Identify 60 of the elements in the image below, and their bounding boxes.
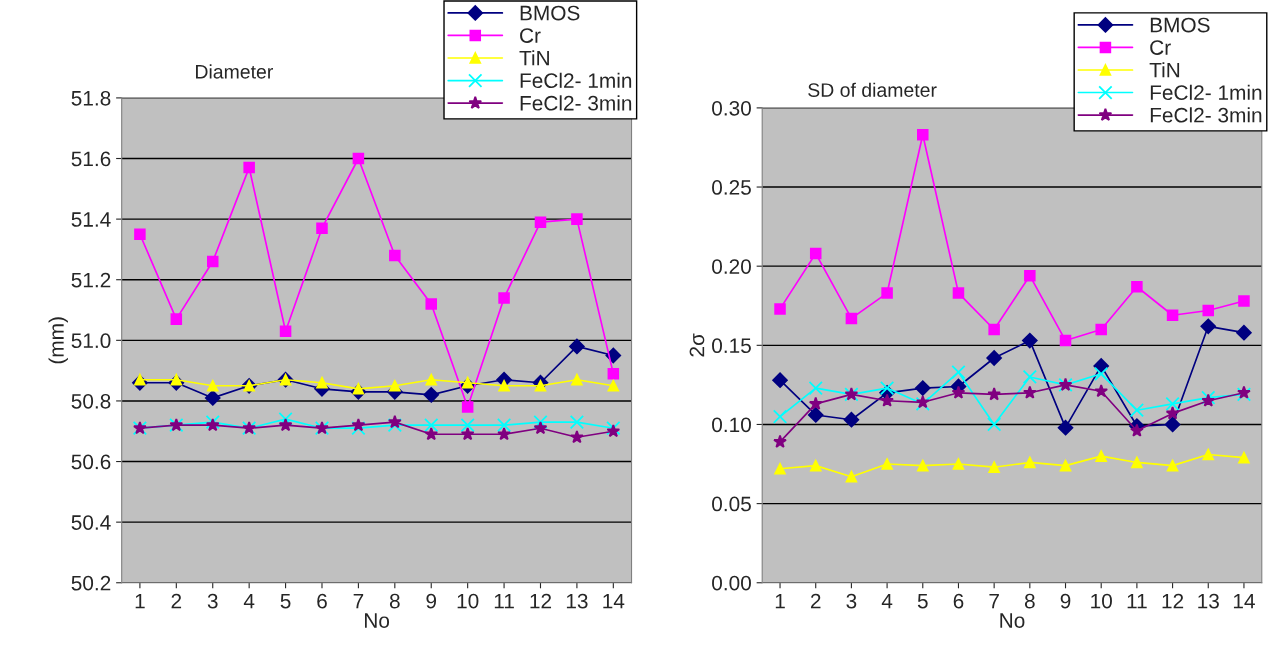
x-tick-label: 2 xyxy=(810,593,821,609)
legend-label: FeCl2- 1min xyxy=(1150,84,1262,101)
y-tick-label: 51.8 xyxy=(71,90,111,106)
x-tick-label: 11 xyxy=(494,593,514,609)
legend-label: FeCl2- 1min xyxy=(520,72,632,89)
x-tick-label: 6 xyxy=(953,593,964,609)
y-axis-title: 2σ xyxy=(689,333,705,357)
x-tick-label: 14 xyxy=(603,593,625,609)
legend-label: BMOS xyxy=(520,5,580,21)
x-tick-label: 1 xyxy=(135,593,145,609)
x-tick-label: 4 xyxy=(243,593,255,609)
y-tick-label: 51.4 xyxy=(71,212,111,227)
legend-label: TiN xyxy=(1149,62,1180,78)
chart-title: SD of diameter xyxy=(808,82,937,97)
y-axis-title: (mm) xyxy=(48,317,68,364)
x-tick-label: 4 xyxy=(881,593,893,609)
x-tick-label: 12 xyxy=(530,593,552,609)
x-axis-title: No xyxy=(1000,613,1025,628)
y-tick-label: 51.2 xyxy=(71,272,111,288)
x-tick-label: 13 xyxy=(1198,593,1219,609)
y-tick-label: 0.15 xyxy=(712,338,751,354)
x-tick-label: 1 xyxy=(775,593,785,609)
legend-label: FeCl2- 3min xyxy=(1150,107,1262,123)
x-tick-label: 9 xyxy=(1060,593,1071,609)
y-tick-label: 0.20 xyxy=(712,259,751,274)
y-tick-label: 0.10 xyxy=(712,417,751,433)
x-tick-label: 9 xyxy=(426,593,437,609)
y-tick-label: 0.25 xyxy=(712,180,751,195)
x-tick-label: 5 xyxy=(280,593,291,609)
x-tick-label: 14 xyxy=(1233,593,1255,609)
legend-label: TiN xyxy=(519,50,549,66)
y-tick-label: 51.0 xyxy=(71,333,111,349)
chart-title: Diameter xyxy=(196,64,273,79)
x-tick-label: 12 xyxy=(1162,593,1184,609)
x-tick-label: 10 xyxy=(1091,593,1112,609)
y-tick-label: 0.00 xyxy=(712,575,751,591)
x-tick-label: 8 xyxy=(1024,593,1035,609)
x-axis-title: No xyxy=(365,613,390,628)
legend-label: BMOS xyxy=(1150,17,1210,33)
y-tick-label: 50.4 xyxy=(71,515,111,530)
x-tick-label: 8 xyxy=(389,593,400,609)
x-tick-label: 6 xyxy=(317,593,327,609)
x-tick-label: 7 xyxy=(353,593,364,609)
y-tick-label: 50.6 xyxy=(71,454,111,470)
legend-label: Cr xyxy=(520,28,541,43)
y-tick-label: 50.2 xyxy=(71,575,111,591)
x-tick-label: 13 xyxy=(566,593,588,609)
legend-label: Cr xyxy=(1150,40,1171,55)
y-tick-label: 0.30 xyxy=(712,100,751,116)
x-tick-label: 3 xyxy=(207,593,218,609)
y-tick-label: 51.6 xyxy=(71,151,111,167)
x-tick-label: 11 xyxy=(1127,593,1147,609)
x-tick-label: 7 xyxy=(989,593,999,609)
x-tick-label: 3 xyxy=(846,593,857,609)
x-tick-label: 2 xyxy=(171,593,182,609)
y-tick-label: 50.8 xyxy=(71,393,111,409)
legend-label: FeCl2- 3min xyxy=(520,95,632,111)
y-tick-label: 0.05 xyxy=(712,496,751,512)
x-tick-label: 10 xyxy=(457,593,479,609)
x-tick-label: 5 xyxy=(917,593,928,609)
